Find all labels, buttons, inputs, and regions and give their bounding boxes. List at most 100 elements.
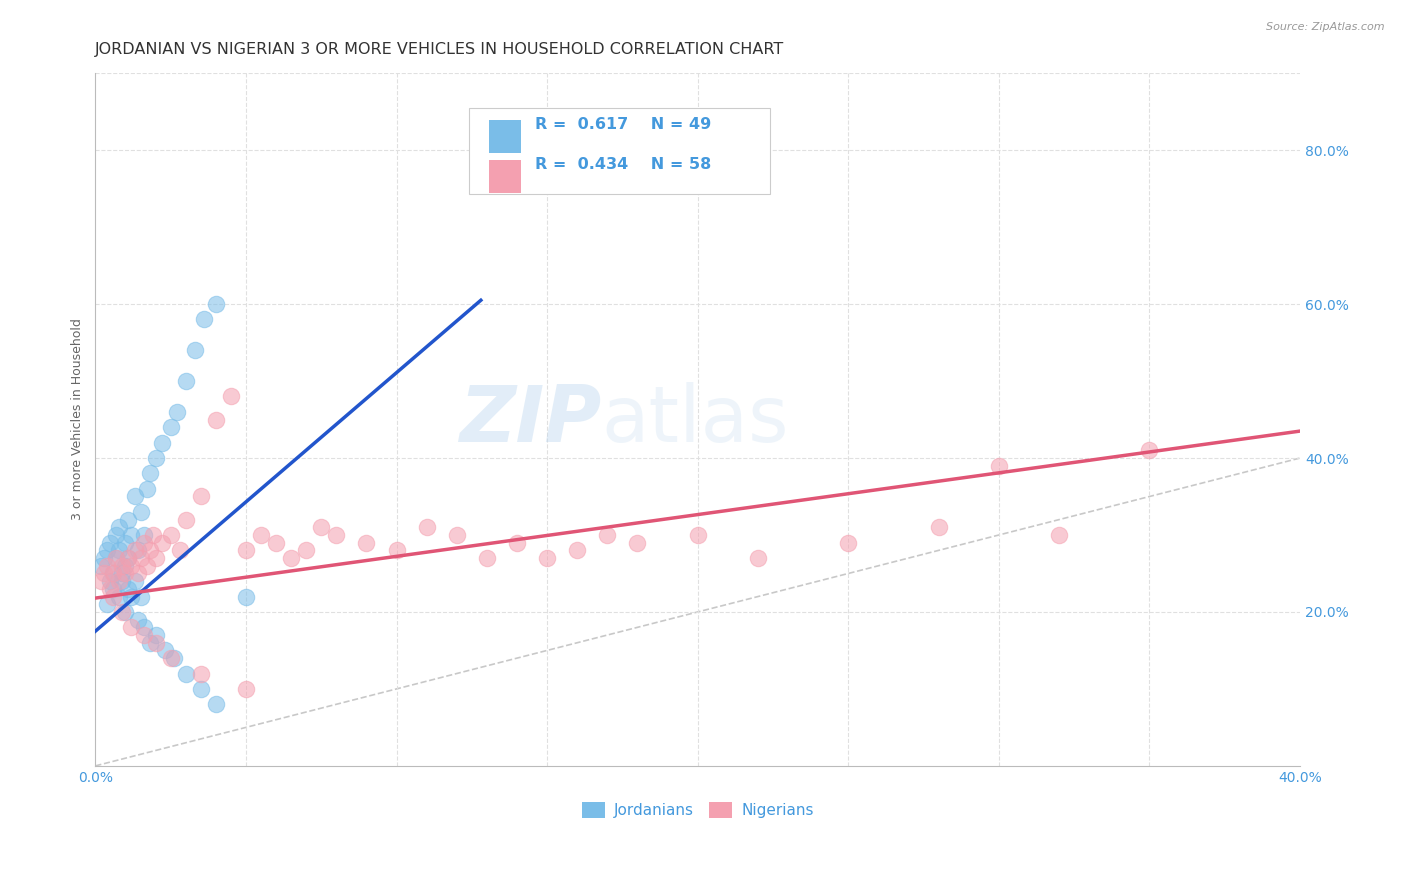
Point: [127, 613, 149, 627]
Point: [138, 543, 160, 558]
Point: [295, 543, 318, 558]
Text: R =  0.434    N = 58: R = 0.434 N = 58: [536, 157, 711, 172]
Point: [626, 535, 648, 549]
Point: [103, 590, 125, 604]
Point: [96, 558, 118, 573]
Point: [356, 535, 378, 549]
Text: ZIP: ZIP: [460, 382, 602, 458]
Point: [205, 297, 228, 311]
Point: [90, 574, 112, 589]
Point: [169, 543, 191, 558]
Point: [309, 520, 332, 534]
Point: [100, 535, 122, 549]
Point: [111, 574, 134, 589]
Point: [475, 551, 498, 566]
Point: [108, 543, 131, 558]
Point: [184, 343, 207, 358]
Point: [127, 566, 149, 581]
Point: [105, 551, 128, 566]
Point: [121, 558, 143, 573]
Point: [174, 374, 197, 388]
Point: [108, 590, 131, 604]
Bar: [489, 120, 520, 153]
Point: [121, 620, 143, 634]
Point: [90, 558, 112, 573]
Point: [163, 651, 186, 665]
Point: [129, 551, 152, 566]
Point: [111, 605, 134, 619]
Point: [150, 535, 173, 549]
Point: [235, 590, 257, 604]
Point: [150, 435, 173, 450]
Point: [686, 528, 709, 542]
Point: [111, 566, 134, 581]
Point: [415, 520, 437, 534]
Point: [446, 528, 468, 542]
Point: [145, 628, 167, 642]
Point: [536, 551, 558, 566]
Point: [159, 651, 181, 665]
Text: atlas: atlas: [602, 382, 789, 458]
Point: [124, 574, 146, 589]
Point: [235, 543, 257, 558]
Point: [103, 566, 125, 581]
Point: [121, 590, 143, 604]
Point: [114, 535, 136, 549]
Point: [837, 535, 859, 549]
Text: R =  0.617    N = 49: R = 0.617 N = 49: [536, 117, 711, 132]
Point: [96, 543, 118, 558]
Point: [138, 467, 160, 481]
Point: [153, 643, 176, 657]
Point: [174, 666, 197, 681]
Point: [987, 458, 1010, 473]
Point: [114, 605, 136, 619]
Point: [567, 543, 589, 558]
Point: [190, 490, 212, 504]
Point: [928, 520, 950, 534]
Point: [121, 528, 143, 542]
Legend: Jordanians, Nigerians: Jordanians, Nigerians: [575, 796, 820, 824]
Point: [129, 505, 152, 519]
Point: [93, 551, 115, 566]
Y-axis label: 3 or more Vehicles in Household: 3 or more Vehicles in Household: [72, 318, 84, 520]
Point: [596, 528, 619, 542]
Point: [506, 535, 529, 549]
Point: [132, 628, 155, 642]
Point: [135, 482, 157, 496]
Point: [145, 636, 167, 650]
Point: [117, 551, 139, 566]
Point: [100, 574, 122, 589]
Point: [103, 582, 125, 596]
Point: [747, 551, 769, 566]
Point: [1139, 443, 1161, 458]
Point: [117, 582, 139, 596]
Point: [127, 543, 149, 558]
Point: [138, 636, 160, 650]
Point: [235, 681, 257, 696]
Point: [132, 528, 155, 542]
Point: [124, 490, 146, 504]
Point: [93, 566, 115, 581]
Point: [205, 412, 228, 426]
Text: Source: ZipAtlas.com: Source: ZipAtlas.com: [1267, 22, 1385, 32]
Point: [250, 528, 273, 542]
Point: [159, 420, 181, 434]
Point: [124, 543, 146, 558]
Point: [114, 558, 136, 573]
Point: [132, 620, 155, 634]
Point: [111, 558, 134, 573]
Point: [145, 551, 167, 566]
Point: [117, 512, 139, 526]
Point: [105, 528, 128, 542]
Point: [142, 528, 165, 542]
Point: [325, 528, 347, 542]
Point: [1047, 528, 1070, 542]
Point: [132, 535, 155, 549]
Point: [117, 551, 139, 566]
Point: [219, 389, 242, 403]
Bar: [489, 160, 520, 193]
Point: [166, 405, 188, 419]
Point: [108, 574, 131, 589]
FancyBboxPatch shape: [468, 108, 770, 194]
Point: [129, 590, 152, 604]
